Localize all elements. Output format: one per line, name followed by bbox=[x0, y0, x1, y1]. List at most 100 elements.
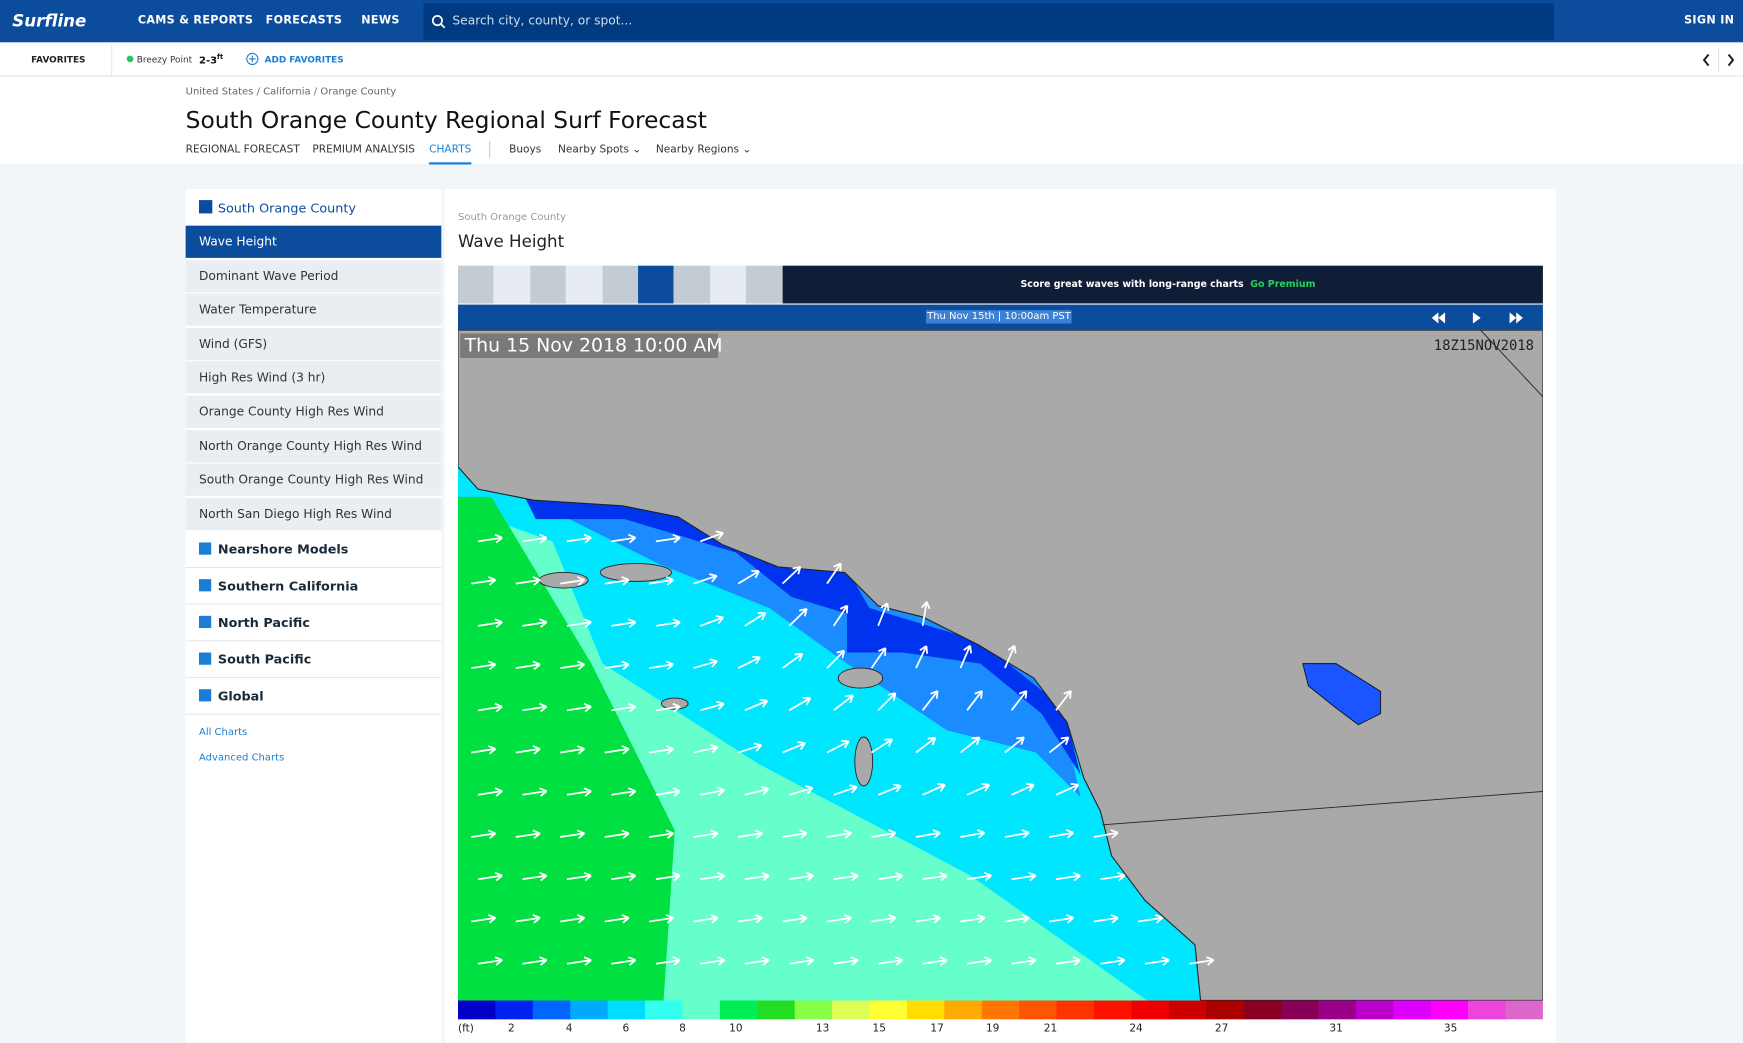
wave-arrow bbox=[471, 576, 497, 586]
legend-swatch bbox=[1131, 1000, 1170, 1020]
tab[interactable]: PREMIUM ANALYSIS bbox=[312, 143, 415, 156]
header-link[interactable]: Nearby Spots ⌄ bbox=[558, 143, 642, 156]
legend-tick-label: 31 bbox=[1329, 1023, 1342, 1035]
sidebar-item[interactable]: High Res Wind (3 hr) bbox=[185, 361, 442, 394]
search-box[interactable] bbox=[423, 3, 1555, 41]
thumbnail[interactable] bbox=[530, 265, 567, 304]
sidebar-item[interactable]: South Orange County High Res Wind bbox=[185, 463, 442, 496]
wave-arrow bbox=[566, 618, 592, 628]
wave-arrow bbox=[611, 618, 637, 628]
thumbnail[interactable] bbox=[602, 265, 639, 304]
wave-arrow bbox=[1011, 782, 1035, 796]
promo-banner[interactable] bbox=[782, 265, 1543, 304]
logo[interactable]: Surfline bbox=[12, 11, 87, 32]
wave-arrow bbox=[1010, 690, 1028, 711]
thumbnail[interactable] bbox=[457, 265, 494, 304]
favorites-label: FAVORITES bbox=[31, 54, 86, 65]
wave-arrow bbox=[788, 697, 812, 712]
thumbnail[interactable] bbox=[746, 265, 783, 304]
sidebar-item-active[interactable]: Wave Height bbox=[185, 225, 442, 258]
wave-arrow bbox=[959, 736, 981, 754]
wave-arrow bbox=[1100, 956, 1126, 966]
legend-tick-label: 27 bbox=[1215, 1023, 1228, 1035]
sidebar-item[interactable]: Water Temperature bbox=[185, 293, 442, 326]
sidebar-link[interactable]: All Charts bbox=[198, 726, 248, 739]
wave-arrow bbox=[737, 655, 761, 669]
wave-arrow bbox=[782, 829, 808, 839]
legend-tick-label: 15 bbox=[873, 1023, 886, 1035]
timestamp: Thu Nov 15th | 10:00am PST bbox=[925, 310, 1072, 324]
wave-arrow bbox=[826, 914, 852, 924]
tab-active[interactable]: CHARTS bbox=[429, 143, 472, 165]
sign-in[interactable]: SIGN IN bbox=[1684, 14, 1735, 27]
wave-arrow bbox=[966, 956, 992, 966]
sidebar-group[interactable]: North Pacific bbox=[185, 604, 442, 642]
nav-link[interactable]: NEWS bbox=[361, 14, 400, 27]
tab[interactable]: REGIONAL FORECAST bbox=[185, 143, 300, 156]
scroll-arrows[interactable] bbox=[1692, 48, 1743, 72]
expand-icon bbox=[198, 615, 212, 629]
wave-arrow bbox=[693, 743, 719, 754]
thumbnail[interactable] bbox=[710, 265, 747, 304]
thumbnail[interactable] bbox=[566, 265, 603, 304]
legend-swatch bbox=[1505, 1000, 1543, 1020]
legend-swatch bbox=[1393, 1000, 1432, 1020]
sidebar-group[interactable]: Nearshore Models bbox=[185, 531, 442, 569]
nav-link[interactable]: CAMS & REPORTS bbox=[137, 14, 254, 27]
sidebar-item[interactable]: Dominant Wave Period bbox=[185, 259, 442, 292]
wave-arrow bbox=[1093, 829, 1119, 839]
nav-link[interactable]: FORECASTS bbox=[265, 14, 343, 27]
legend-tick-label: 19 bbox=[986, 1023, 999, 1035]
promo-link[interactable]: Go Premium bbox=[1250, 279, 1316, 291]
legend-unit: (ft) bbox=[458, 1023, 474, 1035]
wave-arrow bbox=[655, 787, 681, 797]
wave-arrow bbox=[788, 607, 808, 627]
checkbox[interactable] bbox=[198, 200, 213, 214]
sidebar-item[interactable]: Orange County High Res Wind bbox=[185, 395, 442, 428]
wave-arrow bbox=[826, 739, 850, 754]
wave-arrow bbox=[471, 829, 497, 840]
breadcrumb[interactable]: United States / California / Orange Coun… bbox=[185, 86, 397, 98]
wave-arrow bbox=[700, 700, 725, 712]
wave-arrow bbox=[477, 787, 503, 797]
wave-arrow bbox=[737, 914, 763, 924]
sidebar-group[interactable]: South Pacific bbox=[185, 641, 442, 679]
sidebar-item[interactable]: North San Diego High Res Wind bbox=[185, 497, 442, 531]
thumbnail[interactable] bbox=[493, 265, 530, 304]
wave-arrow bbox=[649, 829, 674, 840]
legend-swatch bbox=[869, 1000, 908, 1020]
wave-arrow bbox=[693, 573, 718, 585]
legend-swatch bbox=[1206, 1000, 1245, 1020]
legend-swatch bbox=[1355, 1000, 1394, 1020]
thumbnail[interactable] bbox=[638, 265, 675, 304]
add-favorites[interactable]: ADD FAVORITES bbox=[264, 54, 344, 65]
playback-controls[interactable] bbox=[1423, 309, 1534, 327]
wave-arrow bbox=[877, 783, 902, 796]
wave-arrow bbox=[877, 692, 897, 711]
wave-arrow bbox=[833, 871, 859, 882]
wave-arrow bbox=[700, 615, 724, 627]
thumbnail[interactable] bbox=[674, 265, 711, 304]
wave-arrow bbox=[471, 745, 497, 755]
sidebar-item[interactable]: Wind (GFS) bbox=[185, 327, 442, 360]
header-link[interactable]: Nearby Regions ⌄ bbox=[655, 143, 752, 156]
sidebar-group[interactable]: Southern California bbox=[185, 568, 442, 605]
wave-arrow bbox=[921, 690, 939, 711]
sidebar-link[interactable]: Advanced Charts bbox=[198, 752, 285, 764]
favorite-spot[interactable]: Breezy Point bbox=[136, 54, 193, 65]
chart-region: South Orange County bbox=[457, 212, 567, 224]
legend-swatch bbox=[570, 1000, 609, 1020]
wave-arrow bbox=[471, 914, 497, 924]
wave-arrow bbox=[611, 533, 637, 544]
wave-arrow bbox=[744, 785, 770, 796]
sidebar-section[interactable]: South Orange County bbox=[217, 200, 356, 216]
wave-arrow bbox=[1004, 736, 1025, 754]
wave-arrow bbox=[566, 702, 592, 713]
sidebar-item[interactable]: North Orange County High Res Wind bbox=[185, 429, 442, 462]
legend-tick-label: 24 bbox=[1129, 1023, 1143, 1035]
sidebar-group[interactable]: Global bbox=[185, 678, 442, 715]
header-link[interactable]: Buoys bbox=[509, 143, 542, 156]
wave-arrow bbox=[649, 914, 674, 924]
wave-arrow bbox=[871, 738, 893, 754]
